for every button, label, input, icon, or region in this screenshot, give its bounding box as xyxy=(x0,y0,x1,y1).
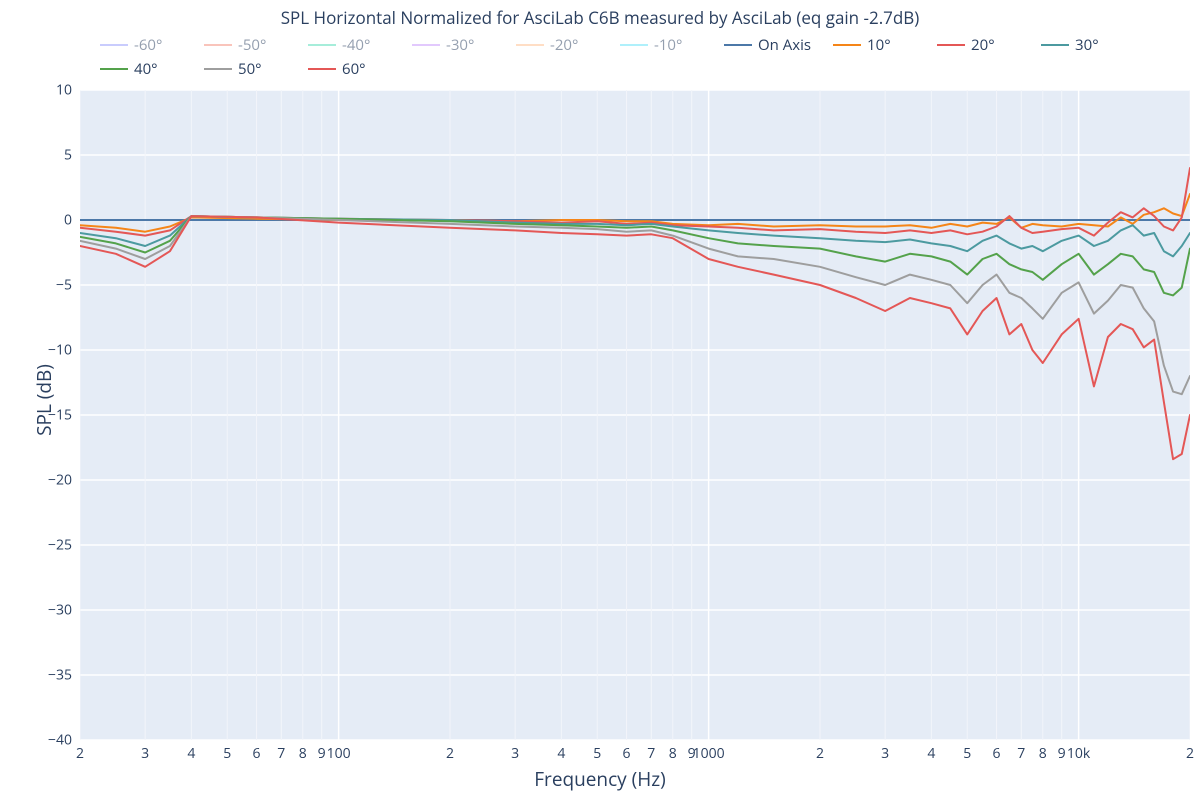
legend-item[interactable]: 10° xyxy=(833,35,915,55)
y-tick-label: −20 xyxy=(48,471,72,490)
x-tick-label: 3 xyxy=(511,744,519,763)
y-tick-label: −5 xyxy=(56,276,72,295)
legend-label: 50° xyxy=(238,59,262,79)
legend-swatch xyxy=(308,68,336,70)
legend-label: 30° xyxy=(1075,35,1099,55)
y-tick-label: 5 xyxy=(64,146,72,165)
plot-area[interactable]: −40−35−30−25−20−15−10−505102345678923456… xyxy=(80,90,1190,740)
x-tick-label: 8 xyxy=(1039,744,1047,763)
legend-swatch xyxy=(308,44,336,46)
legend-item[interactable]: 20° xyxy=(937,35,1019,55)
legend-label: -10° xyxy=(654,35,682,55)
x-tick-label: 7 xyxy=(1017,744,1025,763)
x-tick-label: 2 xyxy=(446,744,454,763)
legend-item[interactable]: -30° xyxy=(412,35,494,55)
legend-label: -50° xyxy=(238,35,266,55)
y-tick-label: −40 xyxy=(48,731,72,750)
x-tick-label: 4 xyxy=(187,744,195,763)
x-tick-label: 8 xyxy=(299,744,307,763)
legend-item[interactable]: -20° xyxy=(516,35,598,55)
x-tick-label: 3 xyxy=(881,744,889,763)
legend-swatch xyxy=(412,44,440,46)
legend-swatch xyxy=(937,44,965,46)
legend-swatch xyxy=(204,44,232,46)
legend-swatch xyxy=(620,44,648,46)
y-tick-label: −30 xyxy=(48,601,72,620)
y-tick-label: −15 xyxy=(48,406,72,425)
x-tick-label: 7 xyxy=(647,744,655,763)
legend-item[interactable]: -50° xyxy=(204,35,286,55)
legend-swatch xyxy=(100,44,128,46)
legend: -60° -50° -40° -30° -20° -10° On Axis 10° 20° 30°… xyxy=(0,29,1200,81)
legend-swatch xyxy=(516,44,544,46)
legend-swatch xyxy=(204,68,232,70)
legend-label: -20° xyxy=(550,35,578,55)
legend-swatch xyxy=(100,68,128,70)
chart-title: SPL Horizontal Normalized for AsciLab C6… xyxy=(0,0,1200,29)
legend-label: 10° xyxy=(867,35,891,55)
legend-label: -40° xyxy=(342,35,370,55)
x-tick-label: 10k xyxy=(1067,744,1090,763)
legend-item[interactable]: 30° xyxy=(1041,35,1123,55)
legend-label: -60° xyxy=(134,35,162,55)
x-tick-label: 9 xyxy=(1058,744,1066,763)
x-tick-label: 2 xyxy=(1186,744,1194,763)
x-tick-label: 6 xyxy=(993,744,1001,763)
legend-item[interactable]: 50° xyxy=(204,59,286,79)
x-tick-label: 2 xyxy=(816,744,824,763)
chart-container: SPL Horizontal Normalized for AsciLab C6… xyxy=(0,0,1200,800)
legend-item[interactable]: On Axis xyxy=(724,35,811,55)
legend-label: 20° xyxy=(971,35,995,55)
legend-item[interactable]: -10° xyxy=(620,35,702,55)
x-tick-label: 6 xyxy=(623,744,631,763)
legend-item[interactable]: 60° xyxy=(308,59,390,79)
y-tick-label: 0 xyxy=(64,211,72,230)
legend-swatch xyxy=(1041,44,1069,46)
x-tick-label: 3 xyxy=(141,744,149,763)
x-tick-label: 5 xyxy=(223,744,231,763)
legend-item[interactable]: 40° xyxy=(100,59,182,79)
x-axis-label: Frequency (Hz) xyxy=(534,766,666,792)
legend-item[interactable]: -60° xyxy=(100,35,182,55)
legend-item[interactable]: -40° xyxy=(308,35,390,55)
x-tick-label: 100 xyxy=(327,744,351,763)
x-tick-label: 8 xyxy=(669,744,677,763)
legend-label: -30° xyxy=(446,35,474,55)
legend-label: On Axis xyxy=(758,35,811,55)
x-tick-label: 4 xyxy=(557,744,565,763)
x-tick-label: 6 xyxy=(253,744,261,763)
legend-label: 60° xyxy=(342,59,366,79)
x-tick-label: 5 xyxy=(593,744,601,763)
y-tick-label: −25 xyxy=(48,536,72,555)
x-tick-label: 2 xyxy=(76,744,84,763)
y-axis-label: SPL (dB) xyxy=(31,364,57,436)
x-tick-label: 5 xyxy=(963,744,971,763)
y-tick-label: −35 xyxy=(48,666,72,685)
x-tick-label: 4 xyxy=(927,744,935,763)
y-tick-label: −10 xyxy=(48,341,72,360)
y-tick-label: 10 xyxy=(56,81,72,100)
x-tick-label: 1000 xyxy=(693,744,725,763)
x-tick-label: 7 xyxy=(277,744,285,763)
legend-label: 40° xyxy=(134,59,158,79)
legend-swatch xyxy=(833,44,861,46)
legend-swatch xyxy=(724,44,752,46)
x-tick-label: 9 xyxy=(318,744,326,763)
